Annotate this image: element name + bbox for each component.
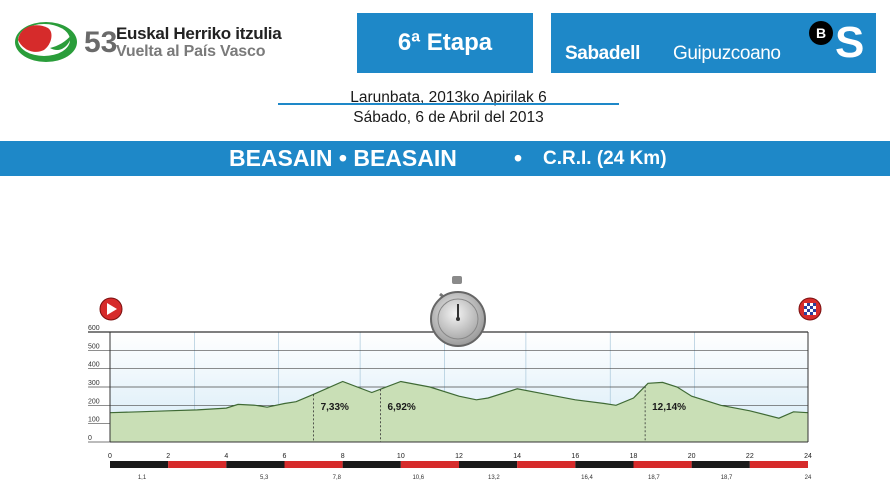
y-tick-label: 300 (88, 380, 100, 387)
y-tick-label: 500 (88, 343, 100, 350)
axis-segment (400, 461, 459, 468)
axis-segment (226, 461, 285, 468)
x-tick-label: 10 (397, 453, 405, 460)
race-name: Euskal Herriko itzulia (116, 24, 282, 43)
profile-fill (110, 381, 808, 442)
x-tick-label: 24 (804, 453, 812, 460)
bank-logo-s: S (835, 18, 865, 67)
y-tick-label: 100 (88, 417, 100, 424)
x-tick-label: 0 (108, 453, 112, 460)
x-tick-label: 2 (166, 453, 170, 460)
x-minor-label: 7,8 (333, 475, 342, 481)
x-minor-label: 18,7 (721, 475, 733, 481)
axis-segment (459, 461, 518, 468)
x-minor-label: 24 (805, 475, 812, 481)
x-tick-label: 4 (224, 453, 228, 460)
x-tick-label: 14 (513, 453, 521, 460)
y-tick-label: 0 (88, 435, 92, 442)
sponsor-name-bold: Sabadell (565, 43, 640, 64)
start-flag-icon (99, 297, 123, 321)
x-tick-label: 16 (571, 453, 579, 460)
distance-axis: 0 2 4 6 8 10 12 14 16 18 20 22 241,1 5,3 7,8 10,6 13,2 16… (108, 453, 812, 481)
x-minor-label: 1,1 (138, 475, 147, 481)
axis-segment (284, 461, 343, 468)
x-minor-label: 16,4 (581, 475, 593, 481)
y-tick-label: 200 (88, 398, 100, 405)
profile-icons (99, 276, 822, 347)
race-subtitle: Vuelta al País Vasco (116, 43, 266, 60)
x-tick-label: 20 (688, 453, 696, 460)
date-spanish: Sábado, 6 de Abril del 2013 (353, 109, 544, 126)
stage-label: 6ª Etapa (357, 13, 533, 73)
y-tick-label: 400 (88, 362, 100, 369)
x-minor-label: 5,3 (260, 475, 269, 481)
date-basque: Larunbata, 2013ko Apirilak 6 (350, 89, 547, 106)
axis-segment (342, 461, 401, 468)
axis-segment (517, 461, 576, 468)
route-type: C.R.I. (24 Km) (543, 148, 667, 169)
x-tick-label: 6 (283, 453, 287, 460)
x-minor-label: 10,6 (412, 475, 424, 481)
x-minor-label: 18,7 (648, 475, 660, 481)
route-title: BEASAIN • BEASAIN (229, 145, 457, 171)
x-tick-label: 12 (455, 453, 463, 460)
sponsor-name-regular: Guipuzcoano (673, 43, 781, 64)
edition-number: 53 (84, 26, 118, 59)
x-tick-label: 8 (341, 453, 345, 460)
axis-segment (691, 461, 750, 468)
sponsor-banner: Sabadell Guipuzcoano B S (551, 13, 876, 73)
axis-segment (110, 461, 169, 468)
route-separator: • (514, 145, 523, 171)
gradient-label: 7,33% (321, 402, 349, 413)
gradient-label: 6,92% (387, 402, 415, 413)
x-tick-label: 18 (630, 453, 638, 460)
stopwatch-icon (430, 276, 486, 347)
finish-flag-icon (798, 297, 822, 321)
y-tick-label: 600 (88, 325, 100, 332)
x-tick-label: 22 (746, 453, 754, 460)
gradient-label: 12,14% (652, 402, 686, 413)
axis-segment (575, 461, 634, 468)
axis-segment (168, 461, 227, 468)
route-title-band: BEASAIN • BEASAIN • C.R.I. (24 Km) (0, 141, 890, 176)
x-minor-label: 13,2 (488, 475, 500, 481)
date-divider (278, 103, 619, 105)
profile-line (109, 380, 809, 419)
profile-area (109, 332, 809, 443)
bank-logo-circle: B (809, 21, 833, 45)
axis-segment (749, 461, 808, 468)
gradient-labels: 7,33% 6,92% 12,14% (313, 386, 686, 442)
race-logo (15, 22, 77, 62)
axis-segment (633, 461, 692, 468)
